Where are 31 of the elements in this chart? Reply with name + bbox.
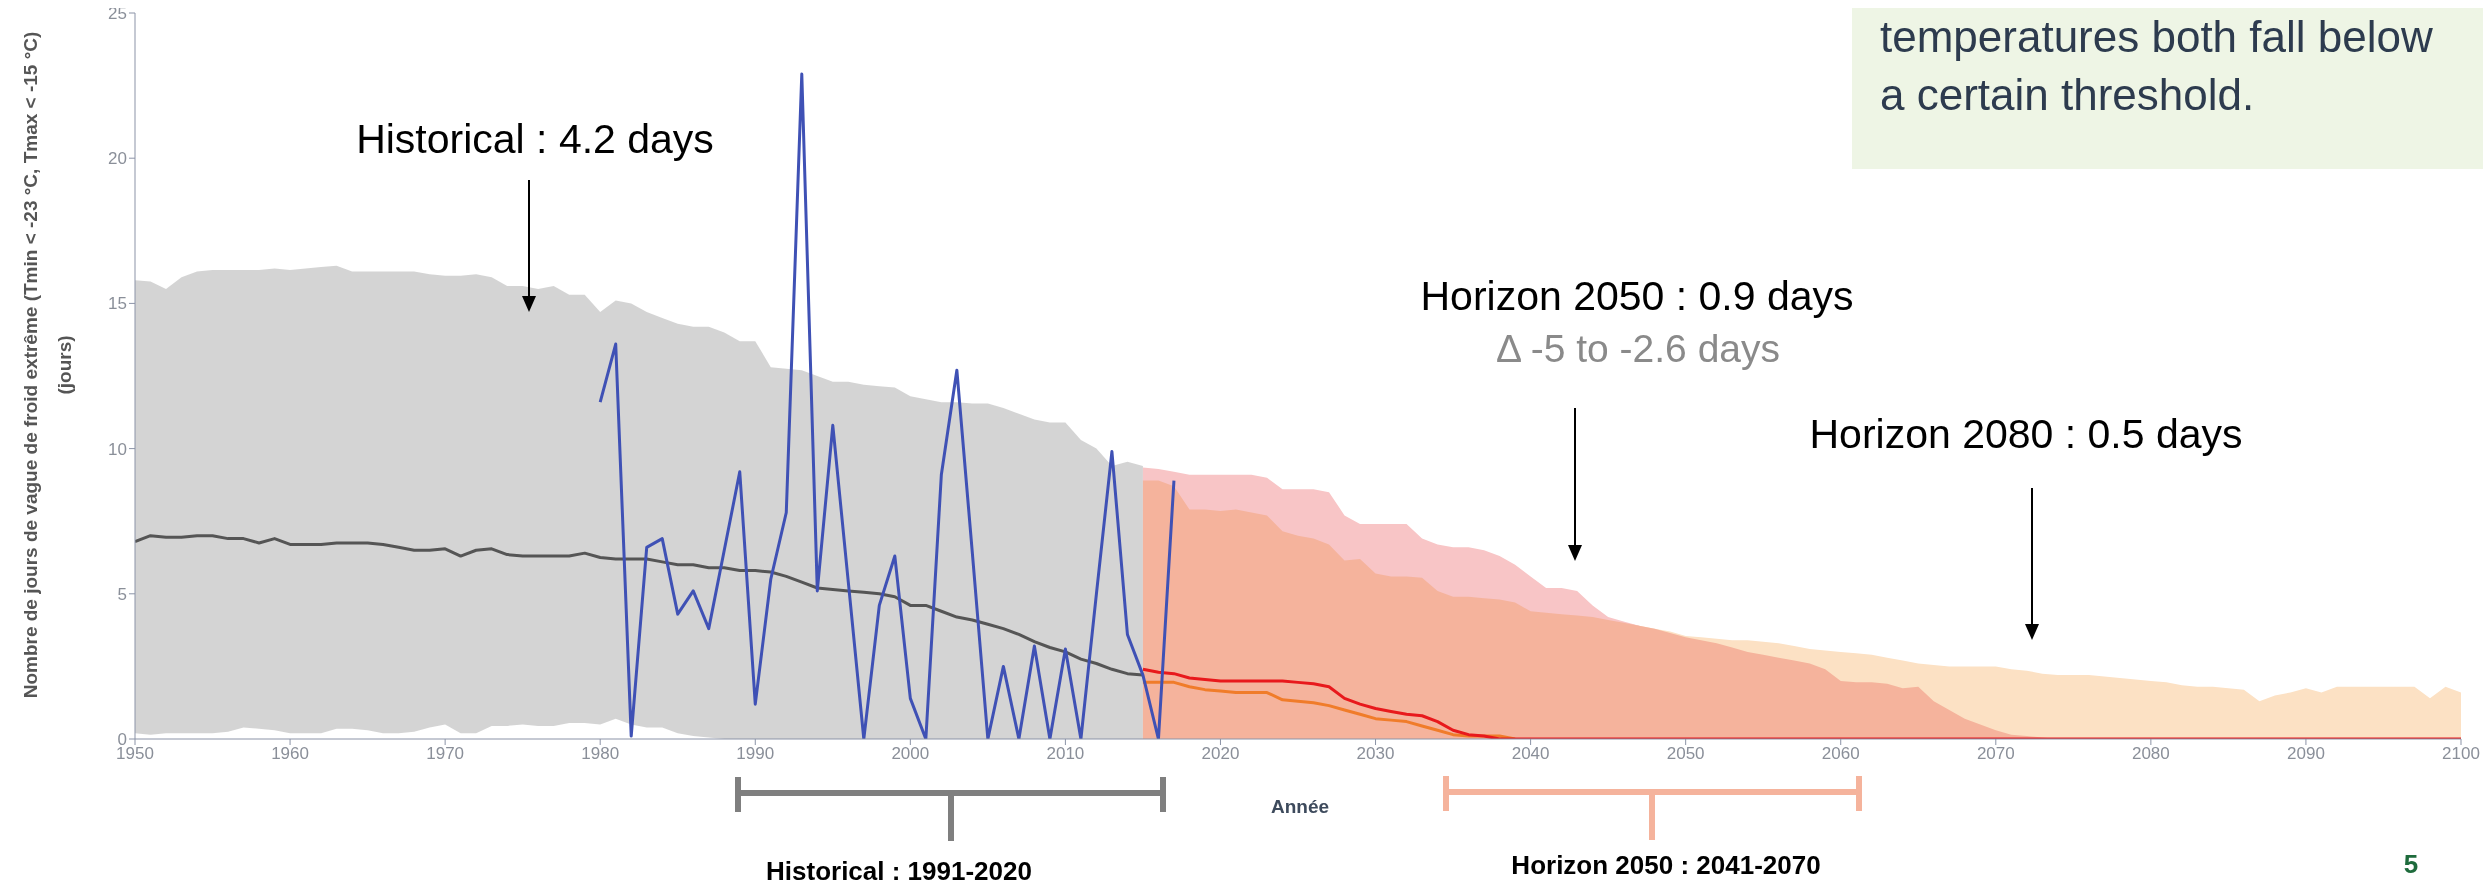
x-tick-label: 2090 (2287, 744, 2325, 764)
annotation: Historical : 4.2 days (356, 116, 714, 163)
x-tick-label: 2000 (891, 744, 930, 764)
x-tick-label: 1990 (736, 744, 775, 764)
text: Horizon 2050 : 2041-2070 (1511, 850, 1821, 881)
x-tick-label: 2100 (2442, 744, 2480, 764)
x-tick-label: 1970 (426, 744, 465, 764)
x-tick-label: 2080 (2131, 744, 2170, 764)
x-tick-label: 1960 (271, 744, 309, 764)
x-tick-label: 2050 (1666, 744, 1705, 764)
y-tick-label: 20 (108, 149, 127, 169)
x-tick-label: 2070 (1976, 744, 2015, 764)
annotation: temperatures both fall below a certain threshold. (1880, 12, 2433, 119)
x-tick-label: 1980 (581, 744, 620, 764)
x-axis-title: Année (1270, 796, 1330, 817)
annotation: Δ -5 to -2.6 days (1495, 326, 1781, 370)
annotation: Horizon 2080 : 0.5 days (1809, 411, 2243, 458)
x-tick-label: 2040 (1511, 744, 1550, 764)
y-tick-label: 10 (108, 439, 127, 459)
y-tick-label: 5 (117, 584, 127, 604)
x-tick-label: 2010 (1046, 744, 1085, 764)
y-axis-title: Nombre de jours de vague de froid extrême (Tmin < -23 °C, Tmax < -15 °C) (jours) (20, 31, 75, 699)
x-tick-label: 2060 (1821, 744, 1860, 764)
y-tick-label: 15 (108, 294, 127, 314)
x-tick-label: 2030 (1356, 744, 1395, 764)
note-box: temperatures both fall below a certain threshold. (1852, 8, 2483, 169)
annotation: Horizon 2050 : 0.9 days (1420, 273, 1854, 320)
text: 5 (2403, 849, 2419, 880)
text: Historical : 1991-2020 (766, 856, 1032, 887)
x-tick-label: 2020 (1201, 744, 1240, 764)
y-tick-label: 25 (108, 4, 127, 24)
